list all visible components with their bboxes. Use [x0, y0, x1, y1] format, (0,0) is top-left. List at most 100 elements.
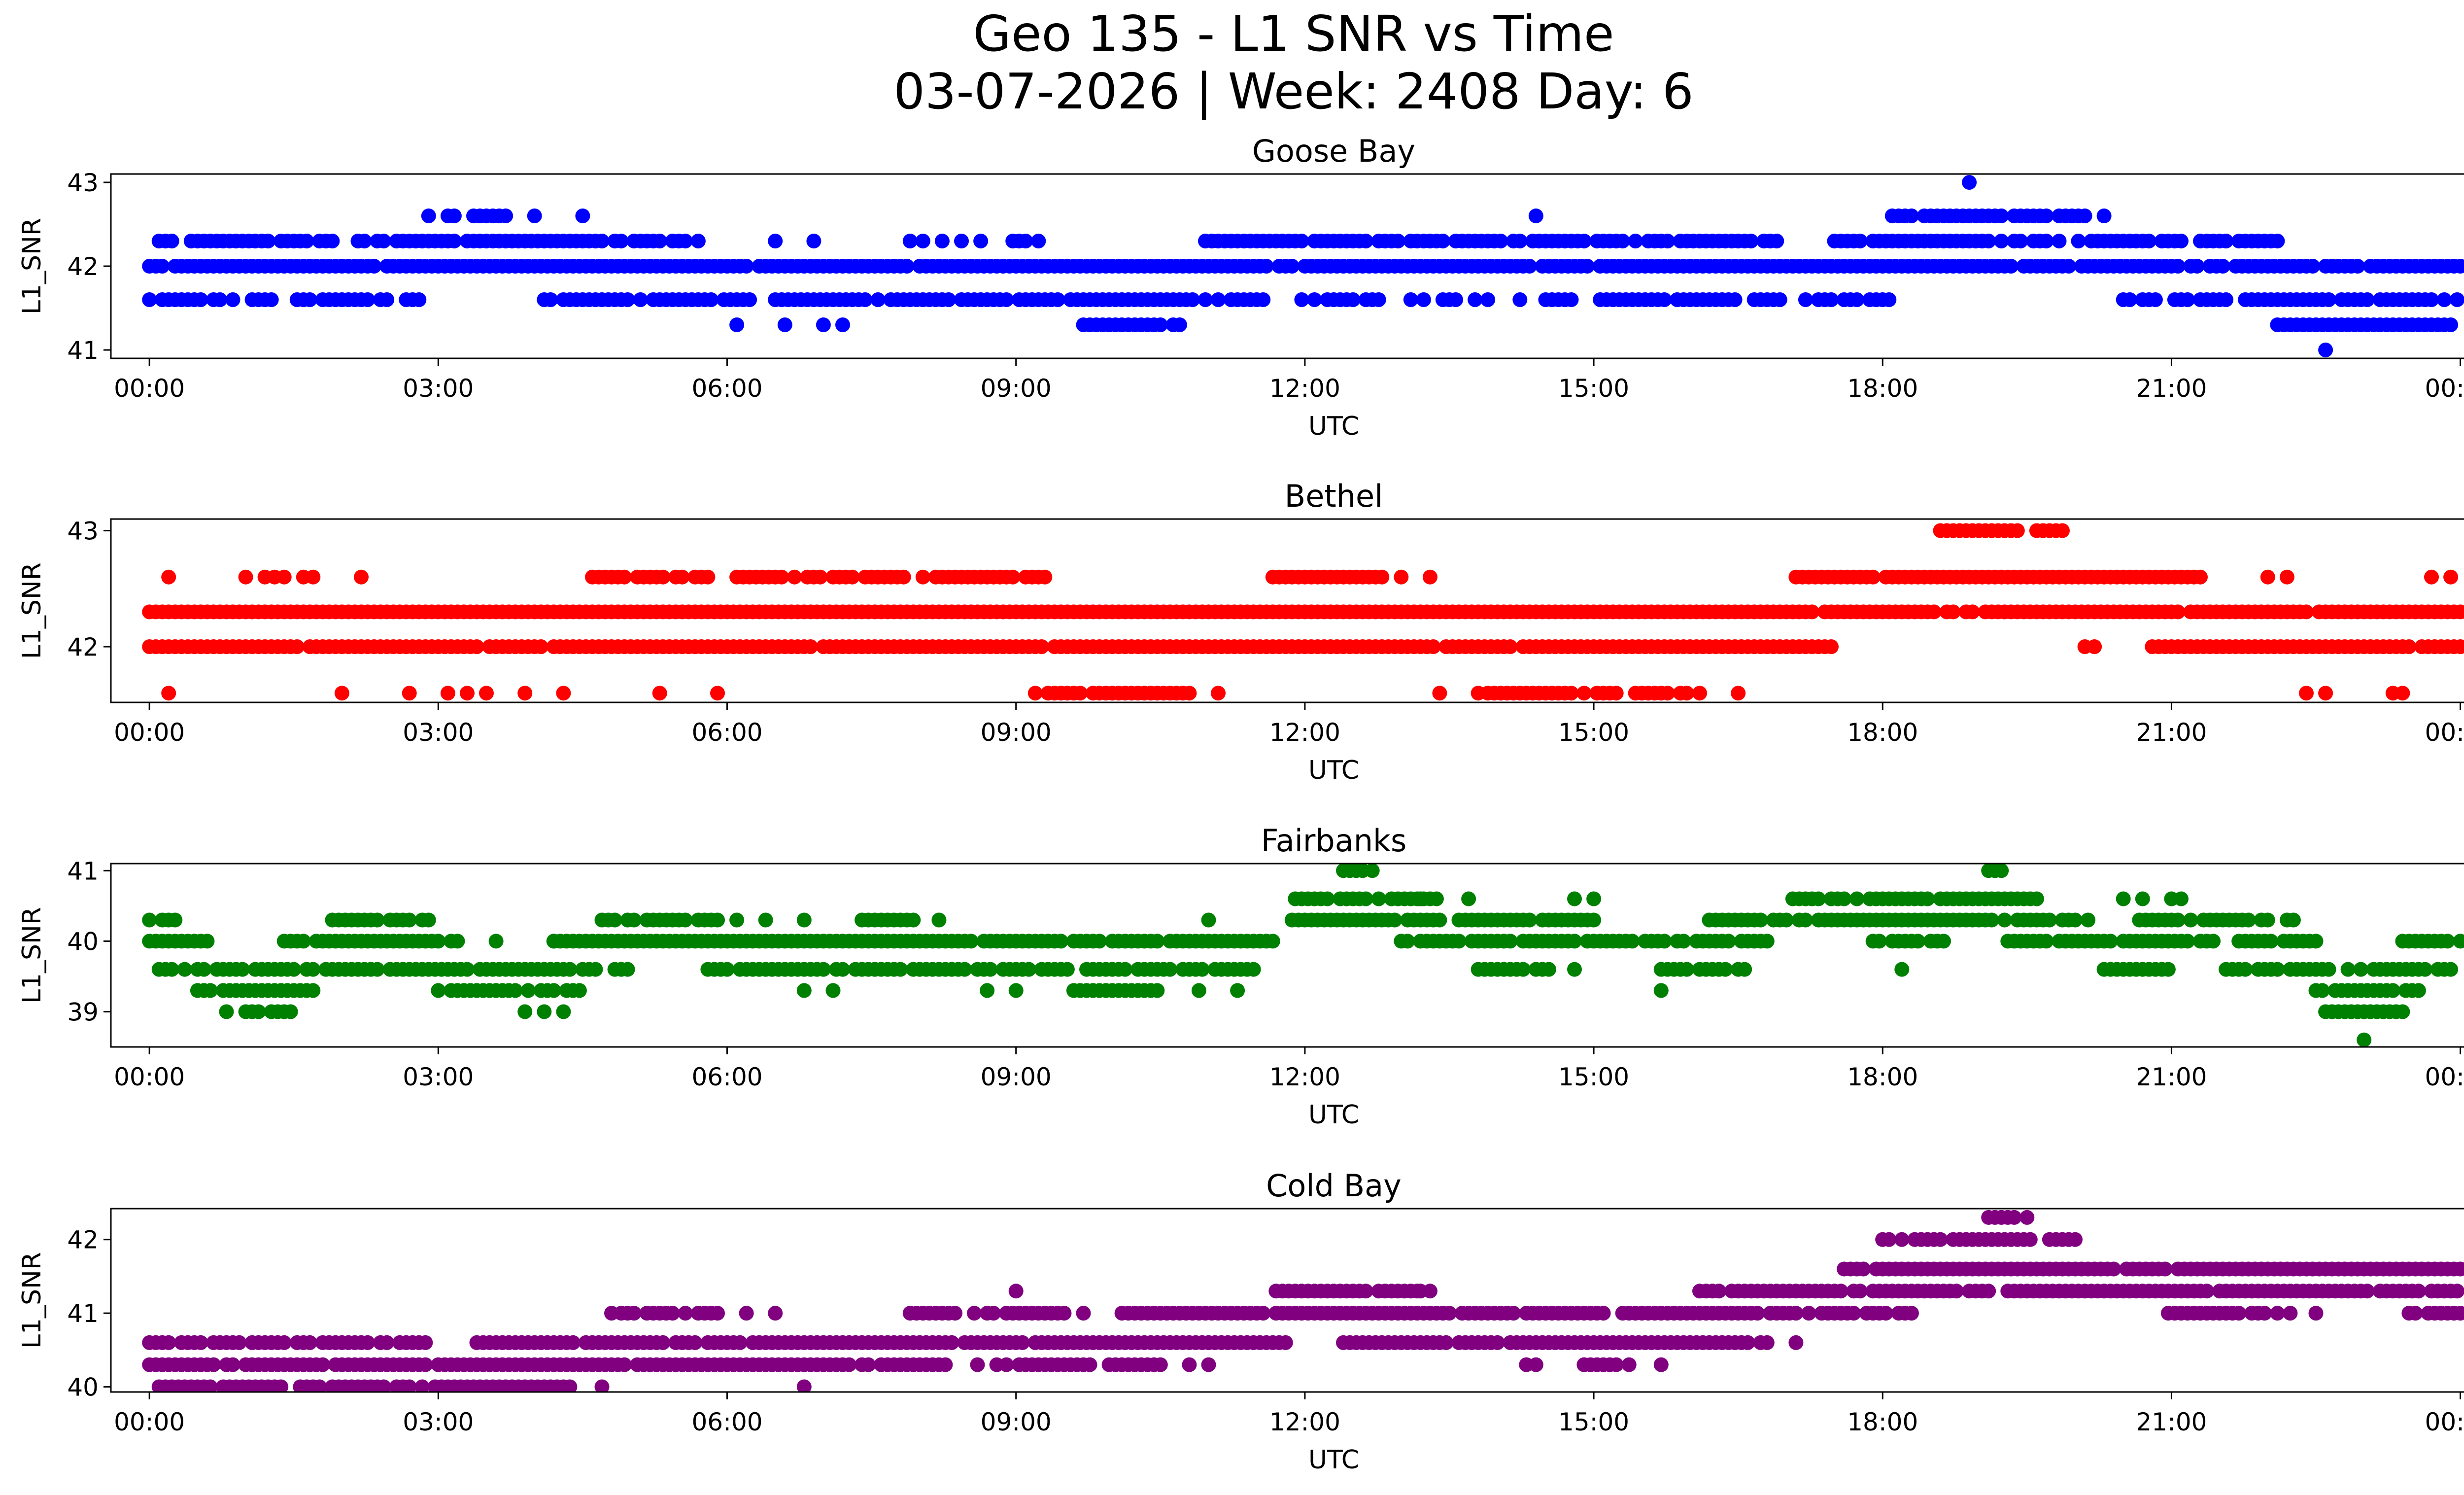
data-point	[283, 1004, 298, 1019]
data-point	[2357, 1032, 2372, 1047]
data-point	[1201, 1357, 1216, 1372]
data-point	[1057, 1306, 1072, 1321]
data-point	[306, 962, 321, 977]
data-point	[1981, 234, 1996, 248]
data-point	[2183, 912, 2198, 928]
data-point	[870, 292, 886, 307]
data-point	[1679, 962, 1694, 977]
data-point	[274, 1379, 289, 1392]
data-point	[1021, 962, 1036, 977]
data-point	[1981, 1284, 1996, 1299]
data-point	[1882, 292, 1897, 307]
data-point	[232, 1335, 247, 1350]
data-point	[286, 962, 302, 977]
data-point	[1837, 891, 1852, 906]
data-point	[450, 934, 465, 949]
data-point	[142, 912, 157, 928]
y-tick-label: 42	[67, 252, 99, 281]
data-point	[1442, 1306, 1457, 1321]
data-point	[446, 234, 462, 248]
data-point	[1737, 962, 1752, 977]
data-point	[299, 234, 314, 248]
data-point	[196, 962, 211, 977]
data-point	[614, 234, 629, 248]
data-point	[1461, 891, 1476, 906]
data-point	[2106, 1261, 2122, 1277]
data-point	[238, 569, 253, 585]
data-point	[1653, 983, 1669, 998]
data-point	[312, 1379, 327, 1392]
data-point	[1195, 962, 1210, 977]
data-point	[556, 1004, 571, 1019]
data-point	[306, 569, 321, 585]
subplot-fairbanks: Fairbanks 00:00 03:00 06:00 09:00 12:00 15:00 1…	[17, 823, 2464, 1130]
data-point	[899, 259, 915, 274]
data-point	[729, 912, 745, 928]
data-point	[2071, 234, 2086, 248]
data-point	[1490, 1335, 1505, 1350]
data-point	[1201, 912, 1216, 928]
data-point	[1073, 686, 1088, 701]
data-point	[777, 317, 792, 332]
data-point	[1307, 292, 1322, 307]
x-tick-label: 15:00	[1558, 1063, 1629, 1091]
data-point	[360, 1335, 375, 1350]
data-point	[2174, 891, 2189, 906]
data-point	[376, 1379, 391, 1392]
data-point	[1933, 1232, 1948, 1247]
data-point	[2010, 523, 2025, 538]
data-point	[2042, 912, 2057, 928]
data-point	[2068, 1232, 2083, 1247]
x-tick-label: 00:00	[2425, 718, 2464, 747]
data-point	[1910, 934, 1925, 949]
data-point	[729, 317, 745, 332]
data-point	[2263, 934, 2279, 949]
data-point	[2418, 962, 2432, 977]
data-point	[212, 292, 228, 307]
data-point	[954, 234, 969, 248]
data-point	[1320, 891, 1335, 906]
data-point	[164, 234, 179, 248]
data-point	[1660, 234, 1675, 248]
data-point	[1824, 639, 1839, 654]
data-point	[2270, 234, 2285, 248]
data-point	[469, 639, 484, 654]
data-point	[948, 1306, 962, 1321]
data-point	[980, 983, 995, 998]
data-point	[1692, 686, 1707, 701]
data-point	[604, 1306, 619, 1321]
data-point	[479, 686, 494, 701]
data-point	[1541, 962, 1556, 977]
data-point	[155, 259, 170, 274]
data-point	[2170, 604, 2186, 620]
data-point	[206, 1357, 221, 1372]
data-point	[2353, 962, 2368, 977]
data-point	[1621, 1357, 1637, 1372]
data-point	[2443, 569, 2459, 585]
data-point	[825, 983, 841, 998]
x-tick-label: 18:00	[1847, 718, 1918, 747]
subplot-cold-bay: Cold Bay 00:00 03:00 06:00 09:00 12:00 15:00 18…	[17, 1168, 2464, 1475]
data-point	[440, 686, 455, 701]
data-point	[1153, 317, 1168, 332]
data-point	[264, 292, 279, 307]
data-point	[768, 1306, 783, 1321]
data-point	[193, 292, 208, 307]
data-point	[617, 569, 632, 585]
data-point	[1191, 983, 1206, 998]
x-tick-label: 06:00	[691, 1063, 762, 1091]
data-point	[517, 1004, 533, 1019]
data-point	[1150, 934, 1165, 949]
data-point	[546, 934, 561, 949]
data-point	[915, 234, 930, 248]
data-point	[1528, 209, 1543, 223]
subplot-title: Fairbanks	[1261, 823, 1407, 859]
data-point	[2299, 686, 2314, 701]
data-point	[845, 569, 860, 585]
y-tick-label: 41	[67, 336, 99, 365]
data-point	[1849, 292, 1865, 307]
data-point	[1660, 686, 1675, 701]
data-point	[1679, 686, 1694, 701]
data-point	[893, 962, 908, 977]
data-point	[896, 569, 911, 585]
